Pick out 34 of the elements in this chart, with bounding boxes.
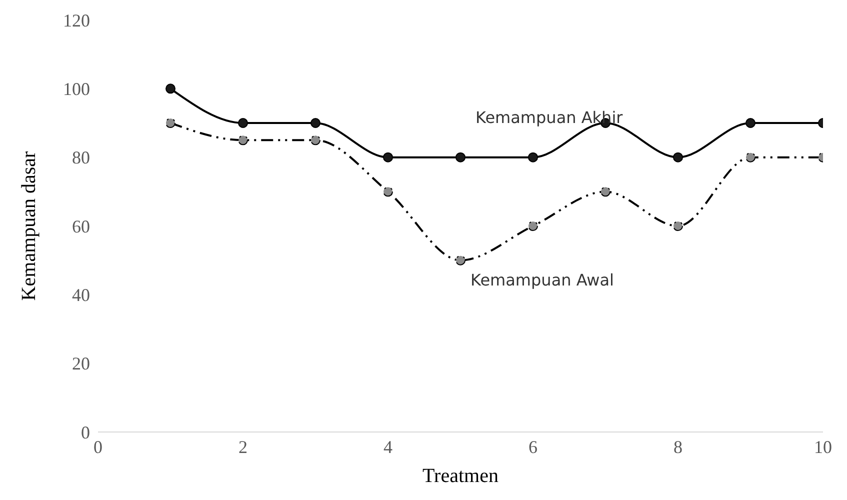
x-tick-label: 10	[814, 436, 832, 457]
x-tick-label: 8	[674, 436, 682, 457]
y-tick-label: 120	[63, 10, 90, 30]
point	[383, 186, 393, 197]
y-tick-label: 0	[81, 422, 90, 442]
x-tick-label: 4	[384, 436, 392, 457]
point	[746, 152, 756, 162]
point	[166, 118, 176, 128]
point	[238, 135, 248, 146]
point	[673, 152, 683, 162]
y-tick-label: 40	[72, 285, 90, 306]
point	[383, 152, 393, 162]
point	[528, 221, 538, 231]
point	[456, 152, 466, 162]
point	[310, 118, 320, 128]
point	[746, 118, 756, 128]
point	[600, 186, 610, 197]
x-tick-label: 2	[238, 436, 248, 457]
point	[673, 221, 683, 231]
y-tick-label: 60	[72, 216, 90, 236]
point	[166, 84, 176, 94]
y-tick-label: 20	[72, 354, 90, 374]
x-tick-label: 0	[94, 436, 102, 457]
point	[238, 118, 248, 128]
y-tick-label: 80	[72, 148, 90, 168]
point	[528, 152, 538, 162]
x-tick-label: 6	[528, 436, 538, 457]
point	[310, 135, 320, 146]
point	[456, 255, 466, 266]
series-label: Kemampuan Awal	[470, 270, 614, 290]
series-label: Kemampuan Akhir	[476, 108, 624, 127]
y-tick-label: 100	[63, 79, 90, 100]
x-axis-title: Treatmen	[422, 465, 498, 487]
y-axis-title: Kemampuan dasar	[18, 150, 40, 301]
